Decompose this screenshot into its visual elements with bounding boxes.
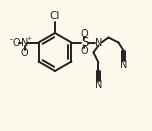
Text: -: - [10,35,13,44]
Text: N: N [95,37,102,48]
Text: N: N [21,37,28,48]
Text: O: O [81,29,88,39]
Text: Cl: Cl [50,11,60,21]
Text: O: O [12,37,20,48]
Text: O: O [81,46,88,56]
Text: N: N [95,80,102,89]
Text: O: O [21,48,28,59]
Text: +: + [26,37,31,42]
Text: S: S [81,36,88,49]
Text: N: N [120,59,127,70]
